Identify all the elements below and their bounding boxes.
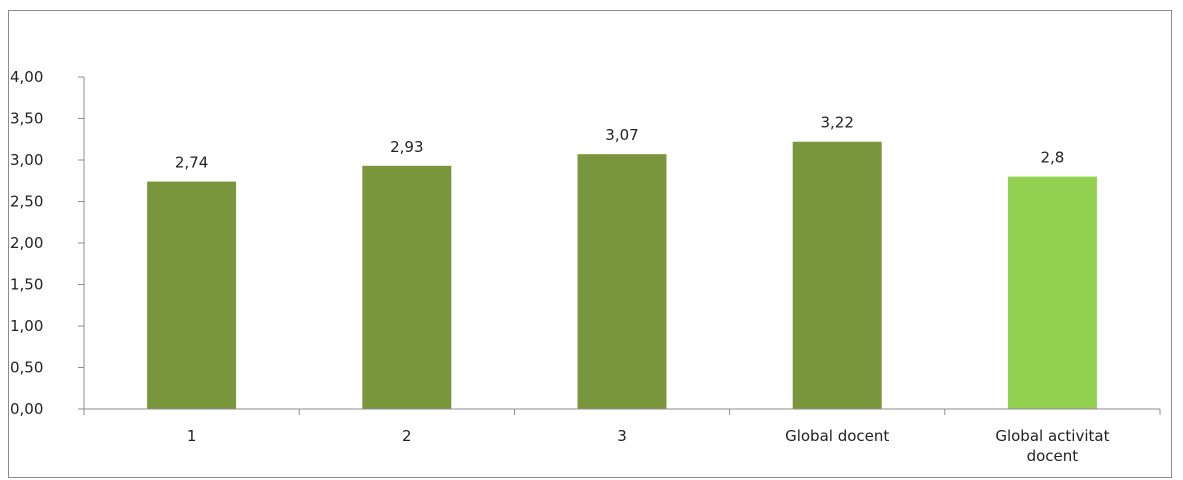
category-label: Global activitat docent (995, 427, 1109, 465)
bar (147, 181, 237, 409)
data-labels: 2,74 2,93 3,07 3,22 2,8 (175, 114, 1064, 172)
bar (577, 154, 667, 409)
data-label: 3,07 (605, 126, 638, 144)
y-tick-label: 1,00 (10, 317, 43, 335)
y-tick-label: 1,50 (10, 276, 43, 294)
bars (147, 141, 1097, 410)
category-label: Global docent (785, 427, 889, 445)
bar (792, 141, 882, 410)
y-tick-label: 3,00 (10, 151, 43, 169)
category-label: 2 (402, 427, 412, 445)
data-label: 2,8 (1040, 149, 1064, 167)
y-axis-ticks: 0,00 0,50 1,00 1,50 2,00 2,50 3,00 3,50 4,00 (10, 68, 84, 418)
data-label: 2,93 (390, 138, 423, 156)
category-label: 3 (617, 427, 627, 445)
bar (362, 165, 452, 409)
y-tick-label: 0,50 (10, 359, 43, 377)
category-labels: 1 2 3 Global docent Global activitat docent (187, 427, 1110, 465)
data-label: 3,22 (820, 114, 853, 132)
category-label: 1 (187, 427, 197, 445)
data-label: 2,74 (175, 154, 208, 172)
y-tick-label: 2,00 (10, 234, 43, 252)
y-tick-label: 0,00 (10, 400, 43, 418)
x-axis-ticks (83, 409, 1161, 415)
y-tick-label: 3,50 (10, 110, 43, 128)
y-tick-label: 4,00 (10, 68, 43, 86)
bar (1007, 176, 1097, 409)
y-tick-label: 2,50 (10, 193, 43, 211)
